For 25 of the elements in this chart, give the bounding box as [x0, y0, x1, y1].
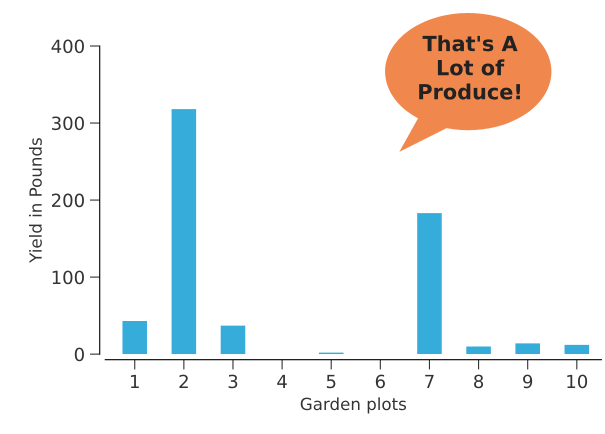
y-tick-label: 200	[52, 194, 84, 208]
bar	[172, 109, 196, 354]
bar	[564, 344, 590, 354]
x-tick-label: 3	[228, 374, 238, 388]
bar	[417, 213, 442, 354]
x-tick-label: 9	[523, 374, 532, 388]
x-tick-label: 6	[376, 374, 385, 388]
y-tick-label: 300	[52, 116, 84, 130]
x-tick-label: 2	[179, 374, 188, 388]
y-tick-label: 100	[52, 270, 84, 284]
x-axis-title: Garden plots	[300, 397, 406, 414]
x-tick-label: 10	[567, 374, 588, 388]
annotation: That's A Lot of Produce!	[419, 35, 520, 100]
bar	[466, 346, 491, 354]
x-tick-label: 7	[425, 374, 434, 388]
x-tick-label: 8	[474, 374, 484, 388]
y-tick-label: 0	[74, 348, 84, 362]
x-tick-label: 4	[277, 374, 287, 388]
x-tick-label: 1	[130, 374, 139, 388]
bar	[122, 321, 148, 354]
bar	[515, 343, 540, 354]
y-tick-label: 400	[52, 39, 84, 54]
y-axis-title: Yield in Pounds	[28, 138, 42, 263]
x-tick-label: 5	[326, 374, 336, 388]
bar	[220, 326, 246, 354]
